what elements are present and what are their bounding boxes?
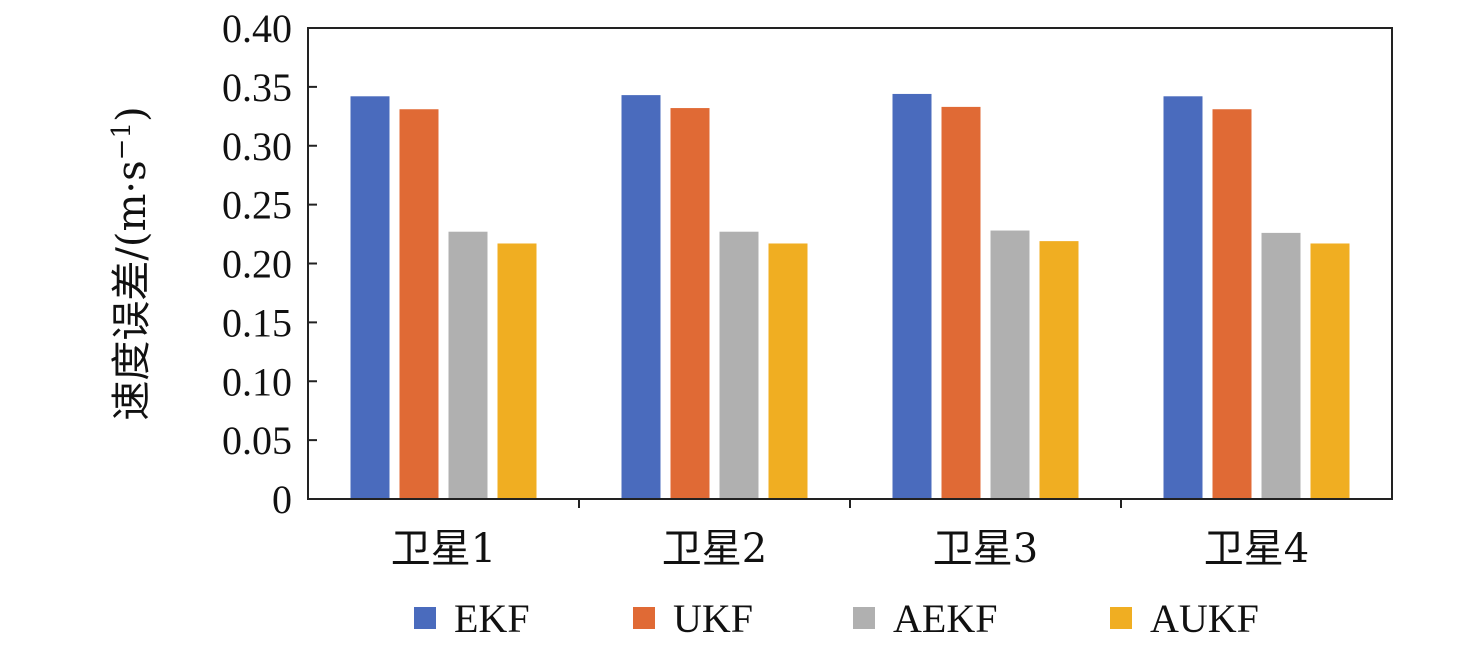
legend-label-aukf: AUKF: [1150, 596, 1259, 641]
bar-aekf-cat-2: [719, 231, 759, 499]
y-axis-title-text: 速度误差/(m·s: [109, 160, 155, 420]
bar-aekf-cat-3: [990, 230, 1030, 499]
bar-aukf-cat-2: [768, 243, 808, 499]
y-axis-title-close: ): [109, 106, 155, 122]
y-tick-label: 0.10: [222, 359, 292, 404]
bar-ukf-cat-4: [1212, 109, 1252, 499]
bar-ukf-cat-1: [399, 109, 439, 499]
bar-aekf-cat-4: [1261, 232, 1301, 499]
y-tick-label: 0.35: [222, 65, 292, 110]
legend-swatch-aekf: [853, 607, 875, 629]
bar-ekf-cat-1: [350, 96, 390, 500]
y-tick-label: 0.15: [222, 300, 292, 345]
y-tick-label: 0.05: [222, 418, 292, 463]
x-category-label: 卫星3: [933, 526, 1038, 572]
y-tick-label: 0.20: [222, 242, 292, 287]
y-axis-title: 速度误差/(m·s−1): [107, 106, 155, 420]
x-category-label: 卫星4: [1204, 526, 1309, 572]
legend: EKF UKF AEKF AUKF: [414, 596, 1259, 641]
bar-ekf-cat-4: [1163, 96, 1203, 500]
x-axis: 卫星1 卫星2 卫星3 卫星4: [391, 499, 1309, 572]
legend-swatch-ukf: [633, 607, 655, 629]
bar-aukf-cat-4: [1310, 243, 1350, 499]
legend-label-aekf: AEKF: [893, 596, 997, 641]
y-tick-label: 0.30: [222, 124, 292, 169]
bar-aekf-cat-1: [448, 231, 488, 499]
legend-label-ukf: UKF: [673, 596, 753, 641]
bar-ukf-cat-2: [670, 108, 710, 499]
legend-label-ekf: EKF: [454, 596, 530, 641]
bar-aukf-cat-3: [1039, 241, 1079, 499]
x-category-label: 卫星1: [391, 526, 496, 572]
y-axis: 0 0.05 0.10 0.15 0.20 0.25 0.30 0.35 0.40: [222, 6, 317, 522]
legend-swatch-aukf: [1110, 607, 1132, 629]
y-tick-label: 0: [272, 477, 292, 522]
legend-swatch-ekf: [414, 607, 436, 629]
bars-group: [350, 93, 1350, 500]
bar-aukf-cat-1: [497, 243, 537, 499]
y-tick-label: 0.25: [222, 183, 292, 228]
bar-ekf-cat-2: [621, 95, 661, 500]
bar-ekf-cat-3: [892, 93, 932, 499]
x-category-label: 卫星2: [662, 526, 767, 572]
y-axis-title-exponent: −1: [107, 122, 137, 160]
y-tick-label: 0.40: [222, 6, 292, 51]
bar-ukf-cat-3: [941, 106, 981, 499]
